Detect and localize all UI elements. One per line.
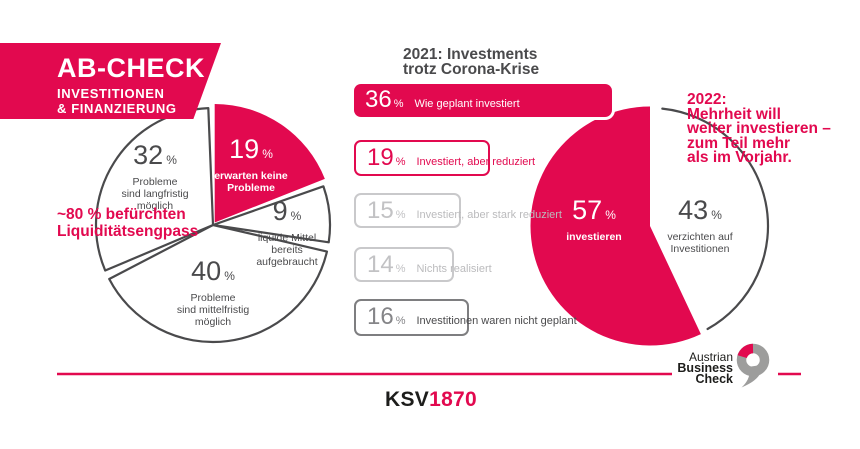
pie-slice-label-erwarten-keine-probleme: 19% erwarten keine Probleme: [214, 134, 288, 195]
bar-wie-geplant-investiert: 36% Wie geplant investiert: [354, 84, 612, 117]
pie-chart-liquidity: [94, 104, 332, 344]
bar-investiert-aber-reduziert: 19% Investiert, aber reduziert: [354, 140, 535, 176]
pie-slice-label-mittelfristig: 40% Probleme sind mittelfristig möglich: [176, 256, 250, 329]
austrian-business-check-logo-icon: [736, 343, 770, 388]
pie-slice-label-verzichten: 43% verzichten auf Investitionen: [667, 195, 733, 256]
pie-slice: [661, 107, 770, 331]
annotation-2022: 2022: Mehrheit will weiter investieren –…: [687, 91, 831, 166]
pie-slice-label-liquide-mittel: 9% liquide Mittel bereits aufgebraucht: [256, 196, 318, 269]
page-title: AB-CHECK: [57, 53, 205, 83]
pie-slice: [108, 223, 329, 344]
bar-investiert-stark-reduziert: 15% Investiert, aber stark reduziert: [354, 193, 562, 228]
pie-slice: [530, 106, 701, 346]
header-banner: AB-CHECK INVESTITIONEN & FINANZIERUNG: [0, 43, 221, 119]
pie-slice: [211, 185, 332, 244]
annotation-liquiditaetsengpass: ~80 % befürchten Liquiditätsengpass: [57, 206, 199, 240]
ksv1870-logo: KSV1870: [385, 388, 478, 411]
bar-nicht-geplant: 16% Investitionen waren nicht geplant: [354, 299, 577, 336]
austrian-business-check-logo-text: Austrian Business Check: [677, 350, 733, 386]
pie-slice-label-investieren: 57% investieren: [566, 195, 622, 244]
bar-nichts-realisiert: 14% Nichts realisiert: [354, 247, 492, 282]
pie-chart-investment-2022: [530, 106, 770, 346]
pie-slice-label-langfristig: 32% Probleme sind langfristig möglich: [121, 140, 189, 213]
chart-title-2021: 2021: Investments trotz Corona-Krise: [403, 46, 540, 78]
page-subtitle: INVESTITIONEN & FINANZIERUNG: [57, 86, 177, 116]
pie-slice: [214, 104, 325, 223]
